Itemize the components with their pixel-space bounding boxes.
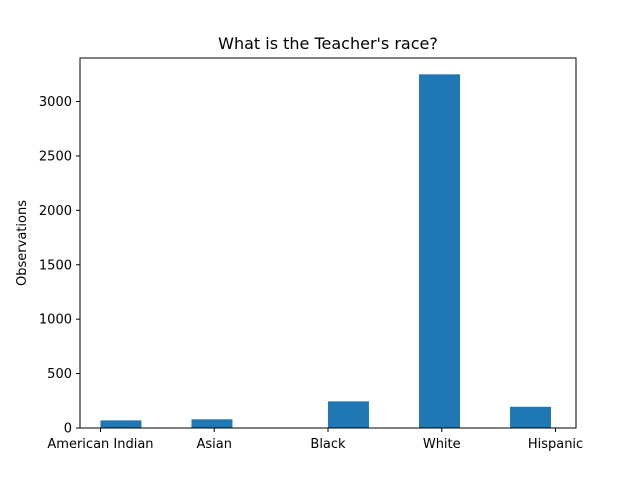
y-tick-label: 1500 [39,258,72,273]
bar-american-indian [100,420,142,428]
chart-title: What is the Teacher's race? [218,34,438,53]
bars-layer [100,74,551,428]
y-tick-label: 500 [47,367,72,382]
x-axis: American Indian Asian Black White Hispanic [47,428,583,452]
x-tick-label: Black [310,437,346,452]
y-tick-label: 3000 [39,95,72,110]
y-axis-label: Observations [15,200,30,286]
y-tick-label: 2000 [39,204,72,219]
x-tick-label: Hispanic [528,437,583,452]
y-tick-label: 0 [64,422,72,437]
bar-asian [191,419,233,428]
bar-black [328,401,369,428]
bar-hispanic [510,406,551,428]
x-tick-label: American Indian [47,437,153,452]
y-tick-label: 2500 [39,149,72,164]
y-axis: 0 500 1000 1500 2000 2500 3000 [39,95,80,437]
x-tick-label: White [423,437,461,452]
bar-white [419,74,460,428]
y-tick-label: 1000 [39,313,72,328]
x-tick-label: Asian [196,437,231,452]
